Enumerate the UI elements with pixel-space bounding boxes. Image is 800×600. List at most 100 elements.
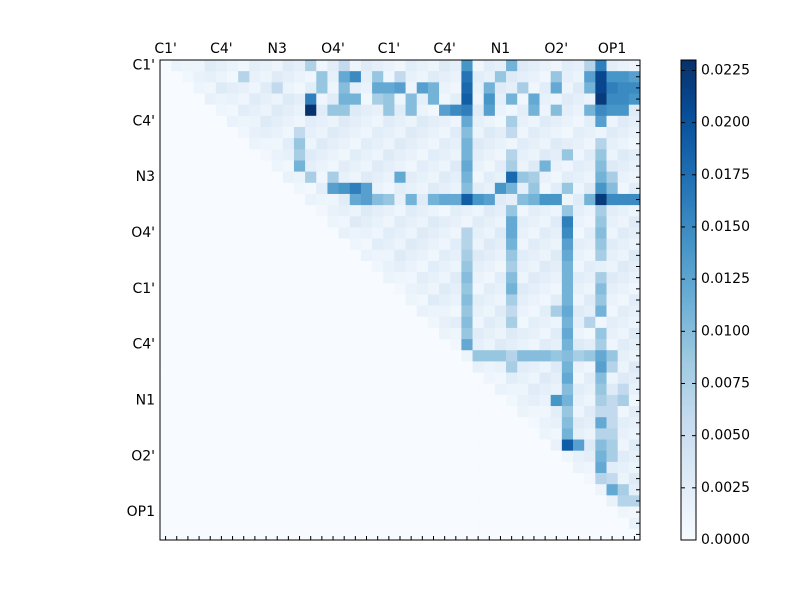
heatmap-cell — [528, 126, 540, 139]
heatmap-cell — [282, 227, 295, 239]
heatmap-cell — [316, 316, 328, 329]
heatmap-cell — [550, 93, 563, 106]
heatmap-cell — [472, 439, 485, 452]
heatmap-cell — [193, 383, 206, 396]
heatmap-cell — [528, 82, 540, 94]
heatmap-cell — [561, 205, 574, 217]
heatmap-cell — [338, 216, 351, 228]
heatmap-cell — [617, 160, 630, 172]
y-tick-label: C4' — [132, 113, 155, 129]
heatmap-cell — [293, 350, 306, 362]
heatmap-cell — [316, 394, 328, 407]
heatmap-cell — [539, 193, 552, 206]
heatmap-cell — [338, 227, 351, 239]
heatmap-cell — [327, 182, 339, 195]
heatmap-cell — [416, 383, 429, 396]
heatmap-cell — [171, 227, 183, 239]
heatmap-cell — [461, 283, 473, 295]
heatmap-cell — [461, 372, 473, 385]
heatmap-cell — [226, 149, 239, 161]
heatmap-cell — [606, 517, 619, 530]
heatmap-cell — [561, 305, 574, 318]
heatmap-cell — [606, 249, 619, 262]
heatmap-cell — [517, 182, 529, 195]
heatmap-cell — [293, 272, 306, 284]
heatmap-cell — [193, 205, 206, 217]
heatmap-cell — [204, 417, 217, 429]
heatmap-cell — [316, 473, 328, 485]
heatmap-cell — [271, 272, 284, 284]
heatmap-cell — [394, 182, 406, 195]
heatmap-cell — [182, 193, 194, 206]
heatmap-cell — [506, 115, 518, 128]
heatmap-cell — [372, 439, 384, 452]
heatmap-cell — [617, 272, 630, 284]
heatmap-cell — [483, 272, 496, 284]
heatmap-cell — [305, 406, 317, 418]
heatmap-cell — [439, 495, 451, 507]
heatmap-cell — [171, 439, 183, 452]
heatmap-cell — [349, 294, 362, 306]
heatmap-cell — [182, 428, 194, 440]
heatmap-cell — [405, 160, 418, 172]
heatmap-cell — [193, 294, 206, 306]
heatmap-cell — [461, 495, 473, 507]
heatmap-cell — [372, 249, 384, 262]
heatmap-cell — [595, 428, 607, 440]
heatmap-cell — [215, 160, 228, 172]
heatmap-cell — [360, 193, 373, 206]
heatmap-cell — [249, 484, 261, 496]
heatmap-cell — [506, 506, 518, 519]
heatmap-cell — [494, 126, 507, 139]
heatmap-cell — [506, 205, 518, 217]
heatmap-cell — [394, 339, 406, 351]
heatmap-cell — [517, 216, 529, 228]
heatmap-cell — [573, 205, 585, 217]
heatmap-cell — [182, 115, 194, 128]
heatmap-cell — [349, 115, 362, 128]
heatmap-cell — [394, 450, 406, 463]
heatmap-cell — [338, 182, 351, 195]
heatmap-cell — [494, 104, 507, 117]
heatmap-cell — [450, 495, 462, 507]
y-tick-label: C1' — [132, 281, 155, 297]
heatmap-cell — [628, 327, 641, 340]
heatmap-cell — [282, 283, 295, 295]
heatmap-cell — [595, 316, 607, 329]
heatmap-cell — [472, 71, 485, 83]
heatmap-cell — [416, 193, 429, 206]
heatmap-cell — [494, 82, 507, 94]
heatmap-cell — [416, 272, 429, 284]
heatmap-cell — [271, 60, 284, 72]
heatmap-cell — [204, 283, 217, 295]
heatmap-cell — [282, 60, 295, 72]
heatmap-cell — [171, 272, 183, 284]
heatmap-cell — [160, 394, 172, 407]
heatmap-cell — [182, 406, 194, 418]
heatmap-cell — [483, 193, 496, 206]
heatmap-cell — [461, 450, 473, 463]
heatmap-cell — [182, 294, 194, 306]
heatmap-cell — [182, 417, 194, 429]
heatmap-cell — [483, 294, 496, 306]
heatmap-cell — [483, 227, 496, 239]
heatmap-cell — [528, 316, 540, 329]
heatmap-cell — [193, 484, 206, 496]
heatmap-cell — [160, 473, 172, 485]
heatmap-cell — [338, 350, 351, 362]
heatmap-cell — [416, 149, 429, 161]
heatmap-cell — [450, 406, 462, 418]
heatmap-cell — [416, 417, 429, 429]
colorbar-tick-label: 0.0050 — [701, 428, 750, 444]
heatmap-cell — [573, 171, 585, 184]
heatmap-cell — [372, 216, 384, 228]
heatmap-cell — [405, 406, 418, 418]
heatmap-cell — [628, 517, 641, 530]
heatmap-cell — [249, 294, 261, 306]
heatmap-cell — [215, 473, 228, 485]
heatmap-cell — [450, 93, 462, 106]
heatmap-cell — [249, 473, 261, 485]
heatmap-cell — [439, 60, 451, 72]
heatmap-cell — [238, 138, 250, 150]
heatmap-cell — [360, 417, 373, 429]
